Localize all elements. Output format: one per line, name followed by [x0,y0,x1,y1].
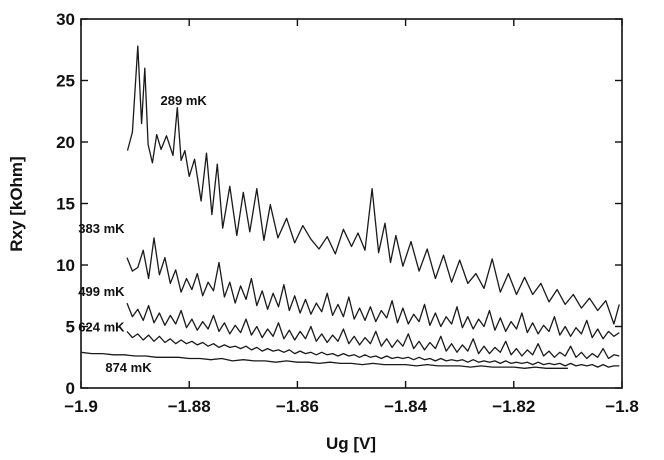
y-tick-label: 20 [56,133,75,152]
y-axis-title: Rxy [kOhm] [7,156,26,251]
x-axis-title: Ug [V] [326,434,376,453]
x-tick-label: −1.86 [276,397,319,416]
y-tick-label: 5 [66,318,75,337]
series-line-624-mk [126,330,620,368]
x-tick-label: −1.8 [605,397,639,416]
series-line-289-mk [126,45,620,325]
series-layer [80,45,620,369]
x-tick-label: −1.84 [384,397,428,416]
y-tick-label: 30 [56,10,75,29]
x-tick-label: −1.88 [168,397,211,416]
series-line-874-mk [80,351,568,369]
series-label: 289 mK [161,93,208,108]
series-label: 624 mK [78,319,125,334]
plot-frame [80,18,623,389]
series-label: 874 mK [105,360,152,375]
labels-layer: 289 mK 383 mK 499 mK 624 mK 874 mK [78,93,207,375]
series-label: 383 mK [78,221,125,236]
y-tick-label: 0 [66,379,75,398]
series-label: 499 mK [78,284,125,299]
x-tick-label: −1.82 [492,397,535,416]
y-tick-label: 10 [56,256,75,275]
y-tick-label: 15 [56,195,75,214]
x-tick-label: −1.9 [64,397,98,416]
axis-ticks: −1.9 −1.88 −1.86 −1.84 −1.82 −1.8 0 5 10 15 20 25 30 [56,10,639,416]
series-line-499-mk [126,302,620,360]
series-line-383-mk [126,237,620,340]
y-tick-label: 25 [56,72,75,91]
